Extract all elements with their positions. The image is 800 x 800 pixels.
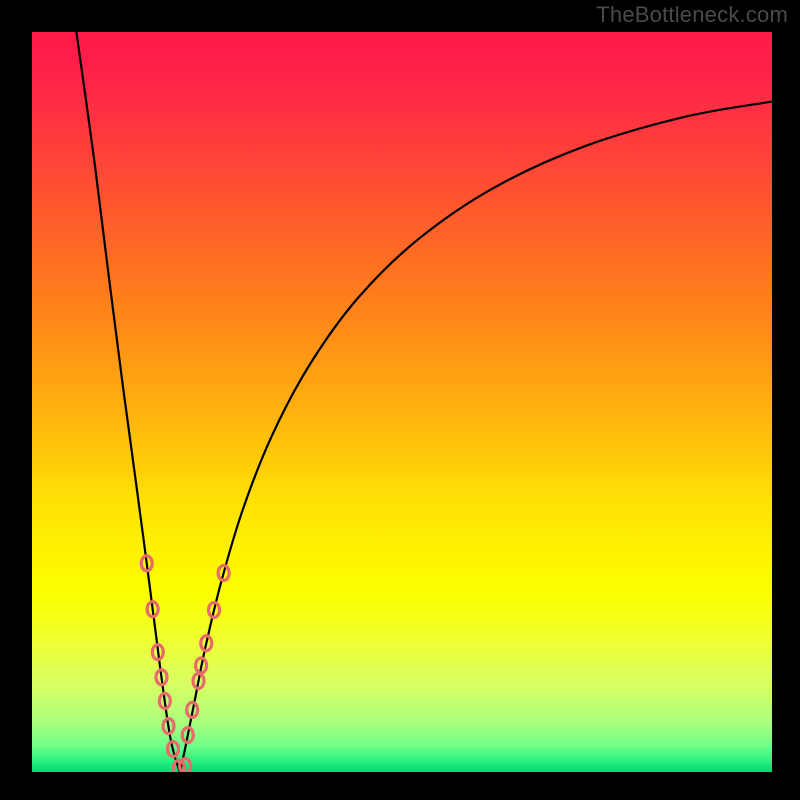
chart-svg [32, 32, 772, 772]
data-point [209, 602, 220, 617]
data-point [147, 602, 158, 617]
data-point [182, 728, 193, 743]
data-point [141, 556, 152, 571]
watermark-text: TheBottleneck.com [596, 2, 788, 28]
data-point [163, 719, 174, 734]
data-point [196, 658, 207, 673]
data-point [201, 636, 212, 651]
data-point [187, 702, 198, 717]
data-point [167, 742, 178, 757]
chart-frame: TheBottleneck.com [0, 0, 800, 800]
data-point [193, 673, 204, 688]
data-point [156, 670, 167, 685]
data-point [152, 645, 163, 660]
bg-rect [32, 32, 772, 772]
data-point [180, 759, 191, 772]
data-point [159, 693, 170, 708]
data-point [218, 565, 229, 580]
plot-area [32, 32, 772, 772]
